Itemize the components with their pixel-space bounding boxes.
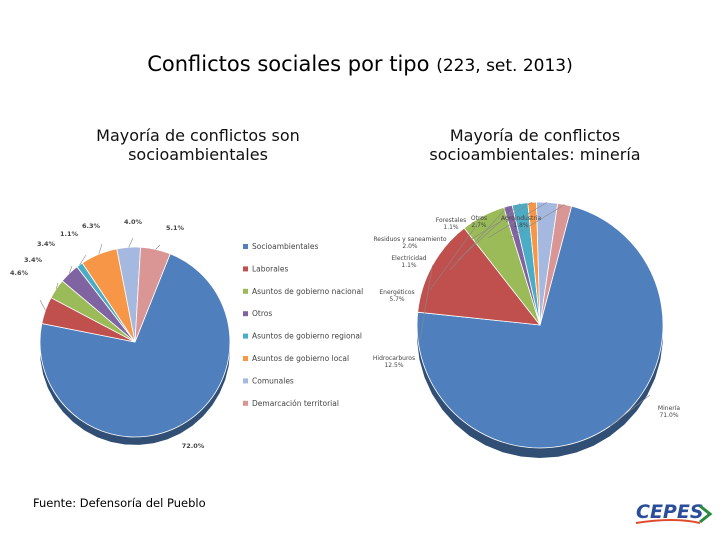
- legend-swatch: [243, 244, 248, 249]
- slice-category-label: Minería: [658, 405, 680, 412]
- slice-value-label: 5.7%: [389, 296, 405, 303]
- legend-item: Socioambientales: [252, 242, 318, 251]
- chart2-title: Mayoría de conflictos socioambientales: …: [429, 126, 641, 164]
- slice-category-label: Hidrocarburos: [373, 355, 415, 362]
- leader-line: [79, 254, 87, 266]
- legend-swatch: [243, 356, 248, 361]
- slice-value-label: 5.1%: [166, 224, 185, 232]
- legend-swatch: [243, 333, 248, 339]
- legend-swatch: [243, 311, 248, 317]
- slice-value-label: 2.0%: [402, 243, 418, 250]
- chart1-title: Mayoría de conflictos son socioambiental…: [96, 126, 300, 164]
- slice-value-label: 1.1%: [60, 230, 79, 238]
- slice-value-label: 72.0%: [182, 442, 205, 450]
- slice-category-label: Agroindustria: [501, 215, 542, 222]
- slice-value-label: 3.4%: [24, 256, 43, 264]
- legend-item: Comunales: [252, 376, 294, 385]
- leader-line: [469, 202, 533, 241]
- leader-line: [39, 299, 46, 311]
- legend-item: Asuntos de gobierno nacional: [252, 287, 363, 296]
- leader-line: [128, 237, 134, 248]
- leader-line: [98, 243, 103, 255]
- leader-line: [509, 204, 565, 239]
- page-title: Conflictos sociales por tipo (223, set. …: [0, 52, 720, 76]
- slice-value-label: 71.0%: [659, 412, 678, 419]
- leader-line: [68, 265, 73, 274]
- slice-value-label: 1.8%: [513, 222, 529, 229]
- slice-category-label: Forestales: [436, 217, 467, 224]
- slice-value-label: 1.1%: [401, 262, 417, 269]
- chart1-legend: Socioambientales Laborales Asuntos de gobi…: [243, 242, 363, 408]
- source-note: Fuente: Defensoría del Pueblo: [33, 496, 206, 510]
- slice-value-label: 3.4%: [37, 240, 56, 248]
- legend-swatch: [243, 266, 248, 272]
- legend-item: Asuntos de gobierno regional: [252, 332, 362, 341]
- legend-swatch: [243, 288, 248, 294]
- slice-value-label: 2.7%: [471, 222, 487, 229]
- slice-value-label: 12.5%: [384, 362, 403, 369]
- leader-line: [55, 282, 59, 290]
- pie-slice-demarcacion-territorial: [134, 246, 171, 343]
- slice-value-label: 4.6%: [10, 269, 29, 277]
- legend-item: Otros: [252, 309, 272, 318]
- leader-line: [487, 201, 548, 239]
- slice-category-label: Electricidad: [391, 255, 426, 262]
- legend-item: Demarcación territorial: [252, 399, 339, 408]
- legend-item: Laborales: [252, 264, 289, 273]
- title-main: Conflictos sociales por tipo: [147, 52, 430, 76]
- leader-line: [457, 203, 521, 261]
- slice-category-label: Otros: [471, 215, 487, 222]
- slice-value-label: 1.1%: [443, 224, 459, 231]
- leader-line: [609, 394, 651, 427]
- leader-line: [419, 265, 433, 341]
- legend-item: Asuntos de gobierno local: [252, 354, 349, 363]
- svg-text:CEPES: CEPES: [636, 501, 704, 523]
- leader-line: [155, 244, 161, 250]
- slice-value-label: 6.3%: [82, 222, 101, 230]
- slice-value-label: 4.0%: [124, 218, 143, 226]
- leader-line: [449, 205, 509, 271]
- cepes-logo: CEPES: [634, 496, 714, 537]
- legend-swatch: [243, 400, 248, 406]
- slice-category-label: Energéticos: [379, 289, 414, 296]
- legend-swatch: [243, 378, 248, 384]
- slice-category-label: Residuos y saneamiento: [373, 236, 446, 243]
- leader-line: [429, 215, 484, 291]
- title-sub: (223, set. 2013): [436, 56, 573, 76]
